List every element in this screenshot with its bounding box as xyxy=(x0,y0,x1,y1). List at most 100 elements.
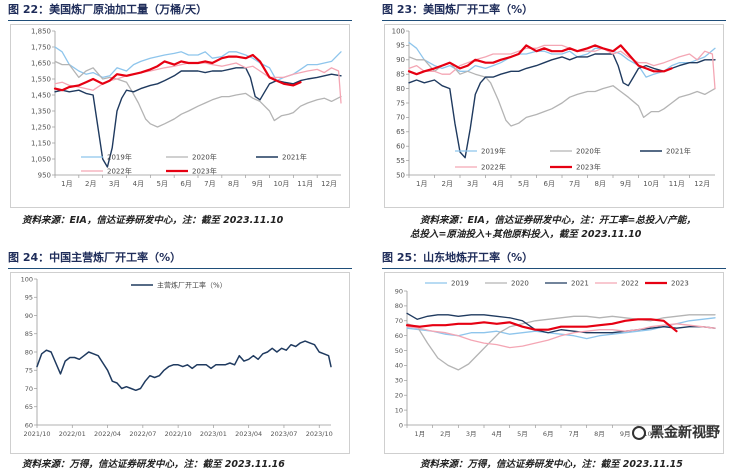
chart-frame: 950 1,050 1,150 1,250 1,350 1,450 1,550 1,650 1,… xyxy=(10,24,350,208)
figure-label: 图 24： xyxy=(8,251,50,264)
x-tick-label: 8月 xyxy=(595,180,606,188)
figure-label: 图 23： xyxy=(382,3,424,16)
chart-svg: 950 1,050 1,150 1,250 1,350 1,450 1,550 1,650 1,… xyxy=(31,27,342,188)
source-note: 资料来源：万得，信达证券研发中心，注：截至 2023.11.15 xyxy=(420,459,683,470)
x-tick-label: 2023/10 xyxy=(306,430,333,438)
y-tick-label: 95 xyxy=(25,294,33,302)
y-tick-label: 95 xyxy=(396,42,405,50)
legend-label: 2022年 xyxy=(481,163,506,172)
chart-frame: 60 65 70 75 80 85 90 95 100 2021/10 2022/01 2022/04… xyxy=(10,272,350,454)
legend-item: 2023 xyxy=(645,280,689,288)
legend-label: 2022年 xyxy=(107,167,132,176)
y-tick-label: 70 xyxy=(396,114,405,122)
x-tick-label: 2022/01 xyxy=(59,430,86,438)
series-line-1 xyxy=(406,314,716,371)
x-tick-label: 10月 xyxy=(643,430,658,438)
y-tick-label: 65 xyxy=(396,128,405,136)
x-tick-label: 2023/01 xyxy=(200,430,227,438)
y-tick-label: 55 xyxy=(396,157,405,165)
legend-item: 2021年 xyxy=(640,147,691,156)
y-tick-label: 50 xyxy=(396,171,405,179)
x-tick-label: 1月 xyxy=(415,430,426,438)
x-tick-label: 2月 xyxy=(442,180,453,188)
y-tick-label: 90 xyxy=(396,56,405,64)
x-tick-label: 2022/07 xyxy=(129,430,156,438)
figure-23: 图 23：美国炼厂开工率（%） 50 55 60 65 70 75 80 85 90 95 100 1… xyxy=(382,2,726,242)
y-tick-label: 75 xyxy=(25,367,33,375)
figure-title: 图 25：山东地炼开工率（%） xyxy=(382,250,726,269)
y-tick-label: 1,850 xyxy=(31,27,51,35)
wechat-icon xyxy=(632,426,646,440)
y-tick-label: 90 xyxy=(395,287,403,295)
y-tick-label: 70 xyxy=(395,317,403,325)
legend-item: 2020 xyxy=(485,280,529,288)
x-tick-label: 12月 xyxy=(695,430,710,438)
x-tick-label: 10月 xyxy=(643,180,659,188)
x-tick-label: 12月 xyxy=(321,180,337,188)
figure-title-text: 美国炼厂原油加工量（万桶/天） xyxy=(49,3,208,16)
y-tick-label: 1,750 xyxy=(31,43,51,51)
legend-label: 2023 xyxy=(671,280,689,288)
y-tick-label: 1,650 xyxy=(31,59,51,67)
series-line-1 xyxy=(408,56,716,127)
x-tick-label: 3月 xyxy=(466,430,477,438)
figure-title-text: 中国主营炼厂开工率（%） xyxy=(49,251,182,264)
x-tick-label: 12月 xyxy=(694,180,710,188)
x-tick-label: 2022/04 xyxy=(94,430,121,438)
y-tick-label: 85 xyxy=(25,330,33,338)
y-tick-label: 0 xyxy=(399,421,403,429)
watermark: 黑金新视野 xyxy=(632,422,720,442)
legend-item: 2021 xyxy=(545,280,589,288)
legend-label: 2022 xyxy=(621,280,639,288)
chart-svg: 50 55 60 65 70 75 80 85 90 95 100 1月 2月 3月 4月 5月 6月 7月 8月 9… xyxy=(392,27,716,188)
legend-item: 2023年 xyxy=(550,163,601,172)
legend-label: 2020年 xyxy=(576,147,601,156)
legend-label: 2021年 xyxy=(666,147,691,156)
legend-item: 2020年 xyxy=(166,153,217,162)
y-tick-label: 60 xyxy=(396,143,405,151)
x-tick-label: 2月 xyxy=(440,430,451,438)
x-tick-label: 5月 xyxy=(518,180,529,188)
series-line-4 xyxy=(407,44,673,76)
x-tick-label: 9月 xyxy=(252,180,263,188)
y-tick-label: 50 xyxy=(395,347,403,355)
legend-item: 2019年 xyxy=(455,147,506,156)
x-tick-label: 1月 xyxy=(416,180,427,188)
y-tick-label: 30 xyxy=(395,377,403,385)
x-tick-label: 6月 xyxy=(544,180,555,188)
x-tick-label: 9月 xyxy=(620,180,631,188)
legend-item: 2019年 xyxy=(81,153,132,162)
y-tick-label: 1,350 xyxy=(31,107,51,115)
chart-svg: 0 10 20 30 40 50 60 70 80 90 1月 2月 3月 4月 5月 6月 7月 8月 9月 10月… xyxy=(395,280,716,438)
series-line-4 xyxy=(53,53,302,92)
y-tick-label: 100 xyxy=(392,27,405,35)
x-tick-label: 3月 xyxy=(109,180,120,188)
legend-label: 2020年 xyxy=(192,153,217,162)
figure-24: 图 24：中国主营炼厂开工率（%） 60 65 70 75 80 85 90 95 100 202… xyxy=(8,250,352,472)
legend-label: 2019年 xyxy=(107,153,132,162)
legend-label: 2019 xyxy=(451,280,469,288)
x-tick-label: 8月 xyxy=(594,430,605,438)
x-tick-label: 5月 xyxy=(157,180,168,188)
x-tick-label: 2023/04 xyxy=(235,430,262,438)
series-line-4 xyxy=(405,318,678,333)
chart-frame: 50 55 60 65 70 75 80 85 90 95 100 1月 2月 3月 4月 5月 6月 7月 8月 9… xyxy=(384,24,724,208)
figure-title: 图 23：美国炼厂开工率（%） xyxy=(382,2,726,21)
watermark-text: 黑金新视野 xyxy=(650,425,720,441)
x-tick-label: 2月 xyxy=(85,180,96,188)
x-tick-label: 5月 xyxy=(517,430,528,438)
y-tick-label: 90 xyxy=(25,312,33,320)
legend-label: 2019年 xyxy=(481,147,506,156)
legend-label: 2023年 xyxy=(192,167,217,176)
y-tick-label: 1,250 xyxy=(31,123,51,131)
series-line-3 xyxy=(408,44,716,90)
source-note-line2: 总投入=原油投入+其他原料投入，截至 2023.11.10 xyxy=(410,229,642,240)
y-tick-label: 1,050 xyxy=(31,155,51,163)
legend-label: 2020 xyxy=(511,280,529,288)
figure-title-text: 美国炼厂开工率（%） xyxy=(423,3,534,16)
series-line-0 xyxy=(408,41,716,78)
chart-svg: 60 65 70 75 80 85 90 95 100 2021/10 2022/01 2022/04… xyxy=(21,275,333,438)
y-tick-label: 80 xyxy=(396,85,405,93)
x-tick-label: 11月 xyxy=(669,180,685,188)
legend-label: 2021年 xyxy=(282,153,307,162)
